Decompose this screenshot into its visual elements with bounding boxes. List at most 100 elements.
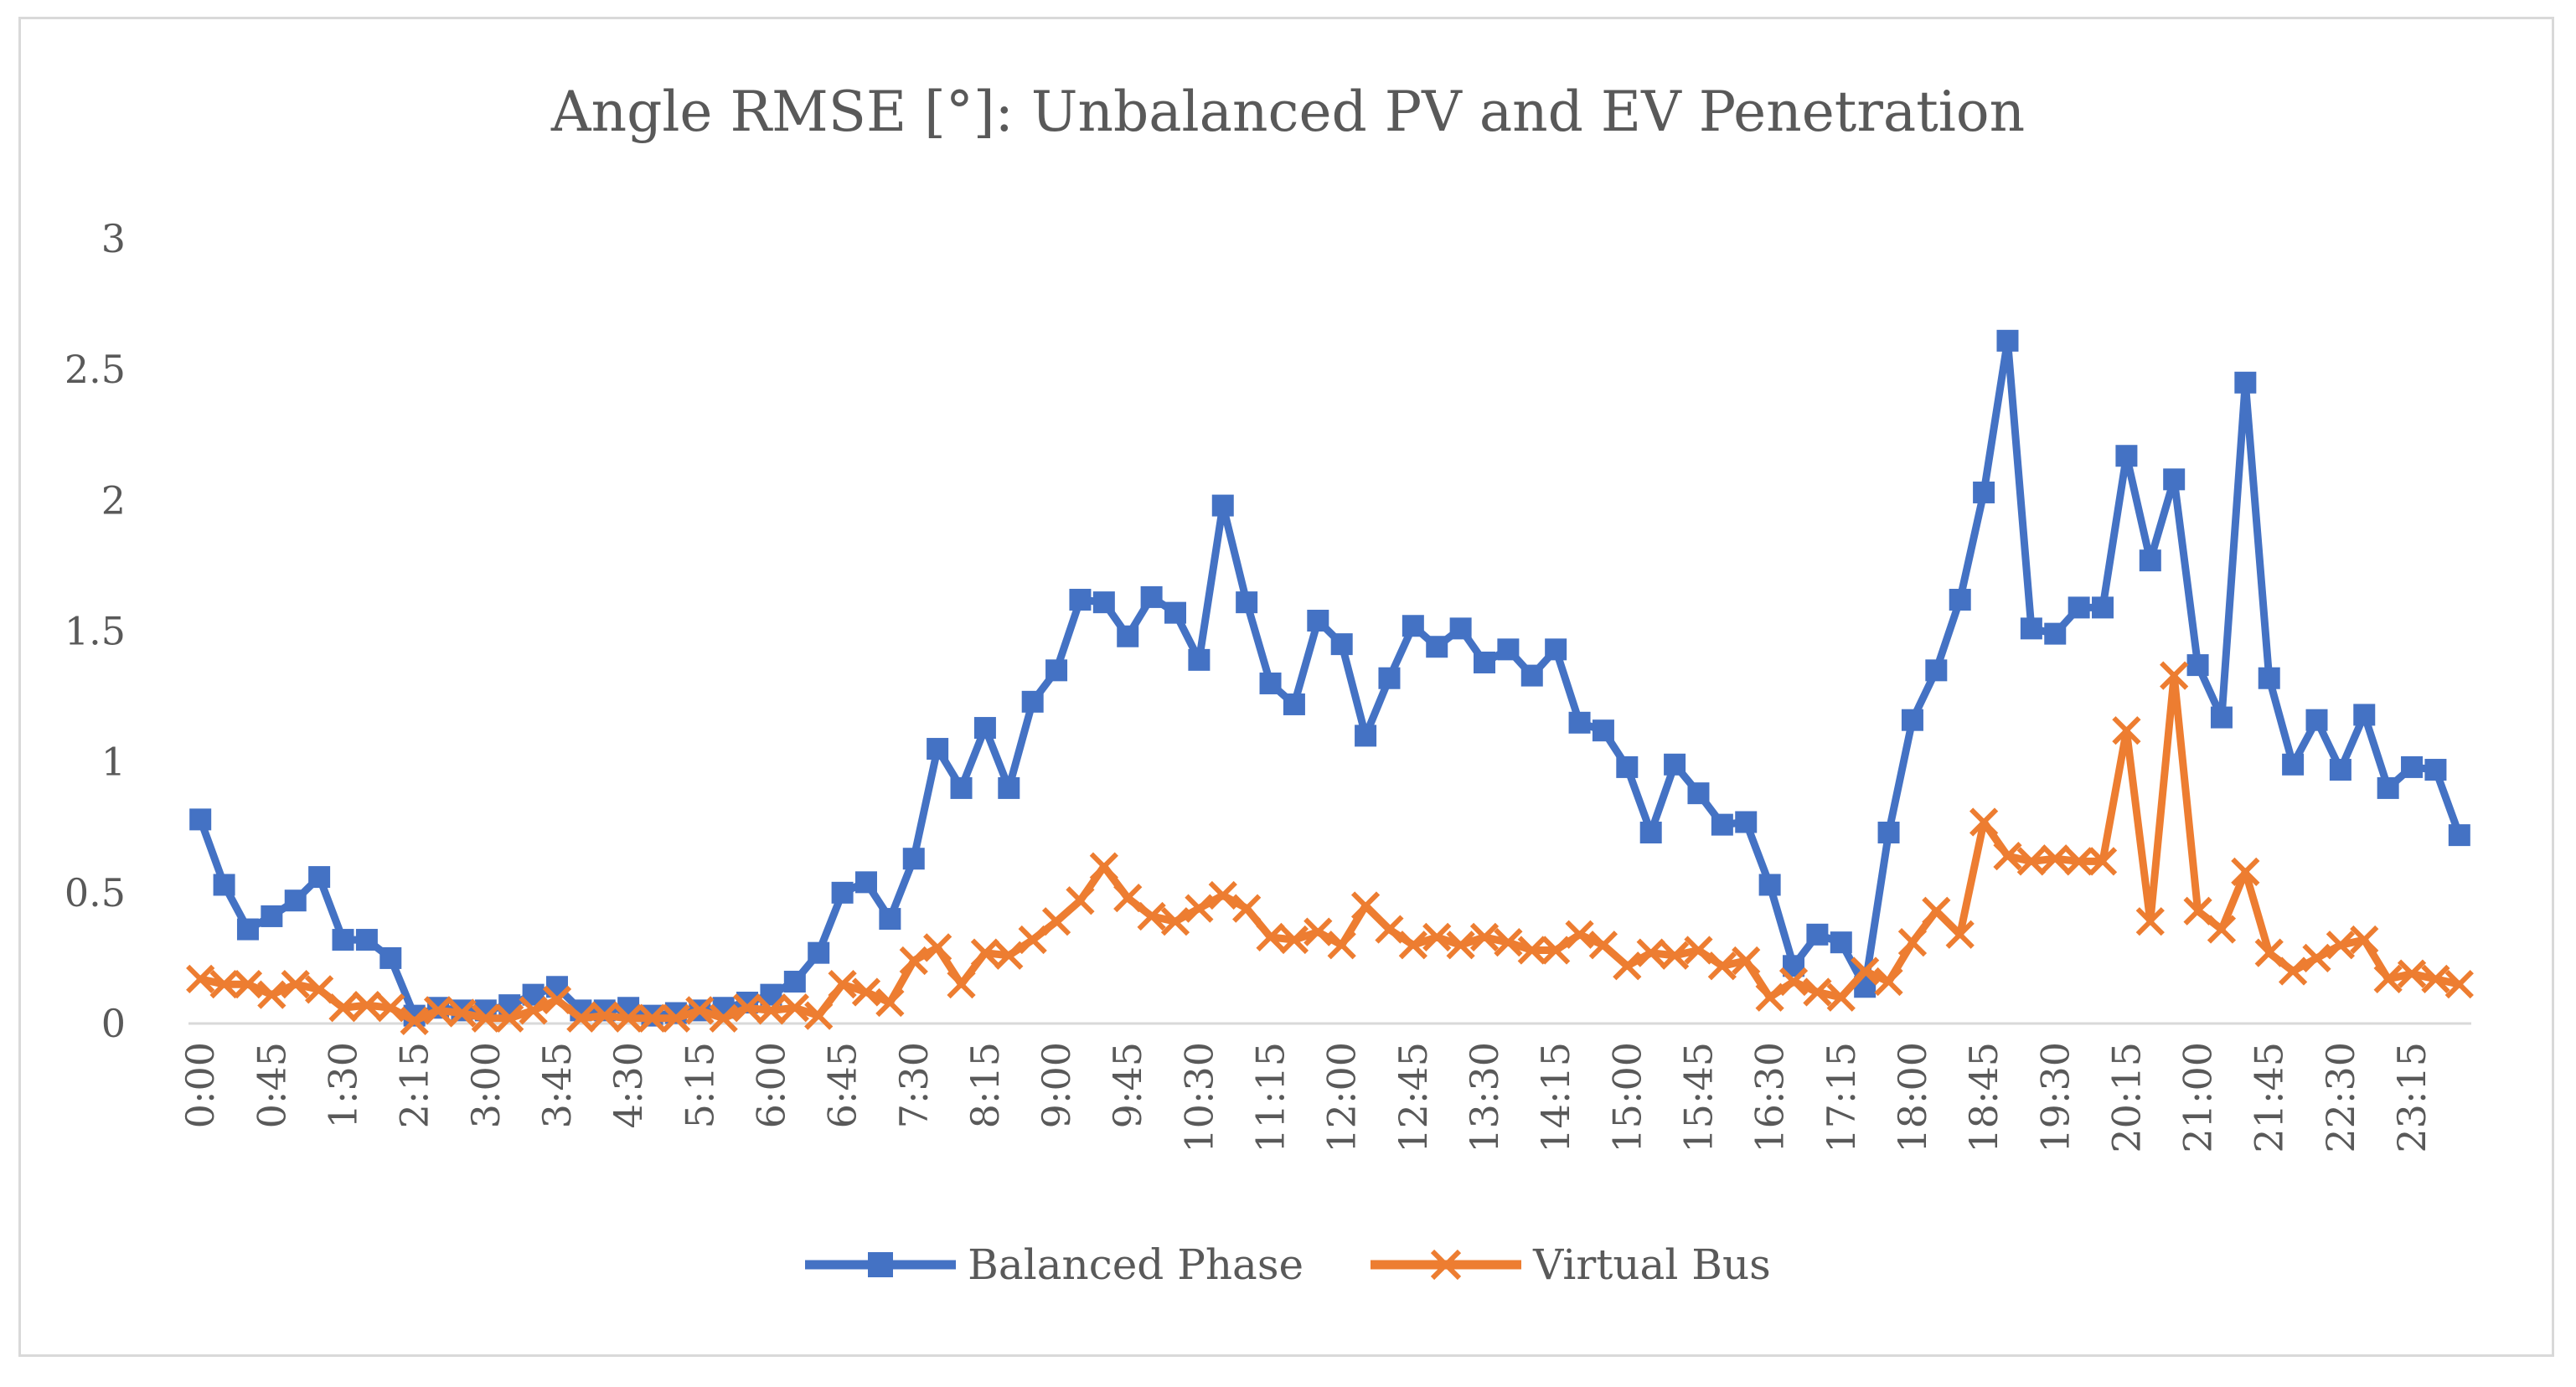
data-point	[2115, 445, 2138, 467]
data-point	[1160, 907, 1190, 936]
data-point	[828, 970, 857, 999]
chart-title: Angle RMSE [°]: Unbalanced PV and EV Pen…	[550, 80, 2026, 144]
data-point	[352, 991, 382, 1020]
data-point	[1330, 633, 1353, 656]
data-point	[1969, 807, 1999, 837]
data-point	[1497, 638, 1520, 661]
data-point	[2282, 753, 2305, 776]
data-point	[808, 941, 830, 964]
legend-item-virtual-bus: Virtual Bus	[1371, 1240, 1771, 1290]
y-axis: 0 0.5 1 1.5 2 2.5 3	[65, 216, 126, 1046]
data-point	[376, 993, 405, 1023]
x-tick-label: 11:15	[1248, 1042, 1293, 1153]
data-point	[1735, 811, 1758, 833]
data-point	[1664, 753, 1686, 776]
data-point	[379, 946, 402, 969]
data-point	[281, 970, 310, 999]
x-tick-label: 13:30	[1462, 1042, 1507, 1153]
x-tick-label: 17:15	[1819, 1042, 1864, 1153]
data-point	[1639, 821, 1662, 843]
data-point	[709, 1003, 738, 1033]
data-point	[2020, 617, 2042, 640]
series-virtual-bus	[186, 661, 2474, 1036]
data-point	[328, 993, 358, 1023]
data-point	[1140, 585, 1163, 608]
data-point	[2163, 468, 2186, 491]
data-point	[1327, 931, 1356, 960]
data-point	[1446, 931, 1475, 960]
x-axis: 0:00 0:45 1:30 2:15 3:00 3:45 4:30 5:15 6:00 6:45…	[178, 1042, 2434, 1153]
data-point	[1185, 894, 1214, 923]
data-point	[519, 996, 548, 1025]
data-point	[879, 908, 901, 931]
x-tick-label: 20:15	[2104, 1042, 2149, 1153]
data-point	[923, 933, 952, 962]
data-point	[1851, 956, 1880, 986]
data-point	[1449, 617, 1472, 640]
chart-frame	[18, 17, 2554, 1357]
data-point	[854, 871, 877, 894]
data-point	[1069, 589, 1092, 611]
data-point	[1778, 967, 1809, 997]
data-point	[1355, 724, 1377, 747]
data-point	[236, 918, 259, 941]
data-point	[1402, 615, 1424, 637]
data-point	[304, 975, 334, 1004]
x-tick-label: 4:30	[606, 1042, 651, 1128]
x-tick-label: 10:30	[1176, 1042, 1221, 1153]
data-point	[2258, 667, 2280, 689]
data-point	[1826, 982, 1856, 1012]
data-point	[423, 996, 453, 1025]
data-point	[2210, 706, 2233, 729]
data-point	[1565, 920, 1594, 949]
data-point	[495, 1003, 524, 1033]
data-point	[209, 970, 239, 999]
data-point	[233, 970, 263, 999]
data-point	[1283, 693, 1305, 715]
data-point	[2302, 943, 2331, 973]
x-tick-label: 1:30	[321, 1042, 366, 1128]
data-point	[1494, 928, 1523, 957]
data-point	[2373, 964, 2403, 994]
data-point	[1164, 601, 1186, 624]
data-point	[447, 998, 477, 1028]
data-point	[1113, 883, 1143, 913]
x-tick-label: 16:30	[1747, 1042, 1793, 1153]
y-tick-label: 1	[101, 740, 126, 785]
x-tick-label: 19:30	[2032, 1042, 2078, 1153]
data-point	[284, 889, 307, 912]
data-point	[186, 964, 215, 994]
data-point	[355, 929, 378, 951]
data-point	[1996, 329, 2019, 352]
data-point	[950, 776, 973, 799]
data-point	[2041, 844, 2070, 874]
data-point	[1378, 667, 1401, 689]
data-point	[308, 866, 331, 889]
data-point	[927, 738, 949, 761]
data-point	[1636, 938, 1665, 967]
data-point	[1711, 813, 1733, 836]
legend: Balanced Phase Virtual Bus	[0, 1235, 2576, 1294]
data-point	[1545, 638, 1567, 661]
data-point	[1375, 915, 1404, 944]
data-point	[2183, 896, 2212, 926]
data-point	[780, 993, 809, 1023]
data-point	[400, 1006, 429, 1036]
data-point	[685, 996, 715, 1025]
data-point	[2424, 759, 2447, 781]
x-tick-label: 7:30	[891, 1042, 937, 1128]
data-point	[1307, 610, 1329, 632]
data-point	[1066, 886, 1095, 915]
data-point	[1541, 936, 1571, 965]
x-tick-label: 18:00	[1890, 1042, 1935, 1153]
data-point	[1684, 936, 1713, 965]
x-tick-label: 8:15	[963, 1042, 1008, 1128]
data-point	[1279, 925, 1309, 955]
x-marker-icon	[1371, 1249, 1522, 1281]
data-point	[1588, 931, 1618, 960]
data-point	[2112, 716, 2141, 745]
data-point	[614, 1003, 643, 1033]
data-point	[213, 874, 235, 896]
data-point	[875, 987, 905, 1018]
